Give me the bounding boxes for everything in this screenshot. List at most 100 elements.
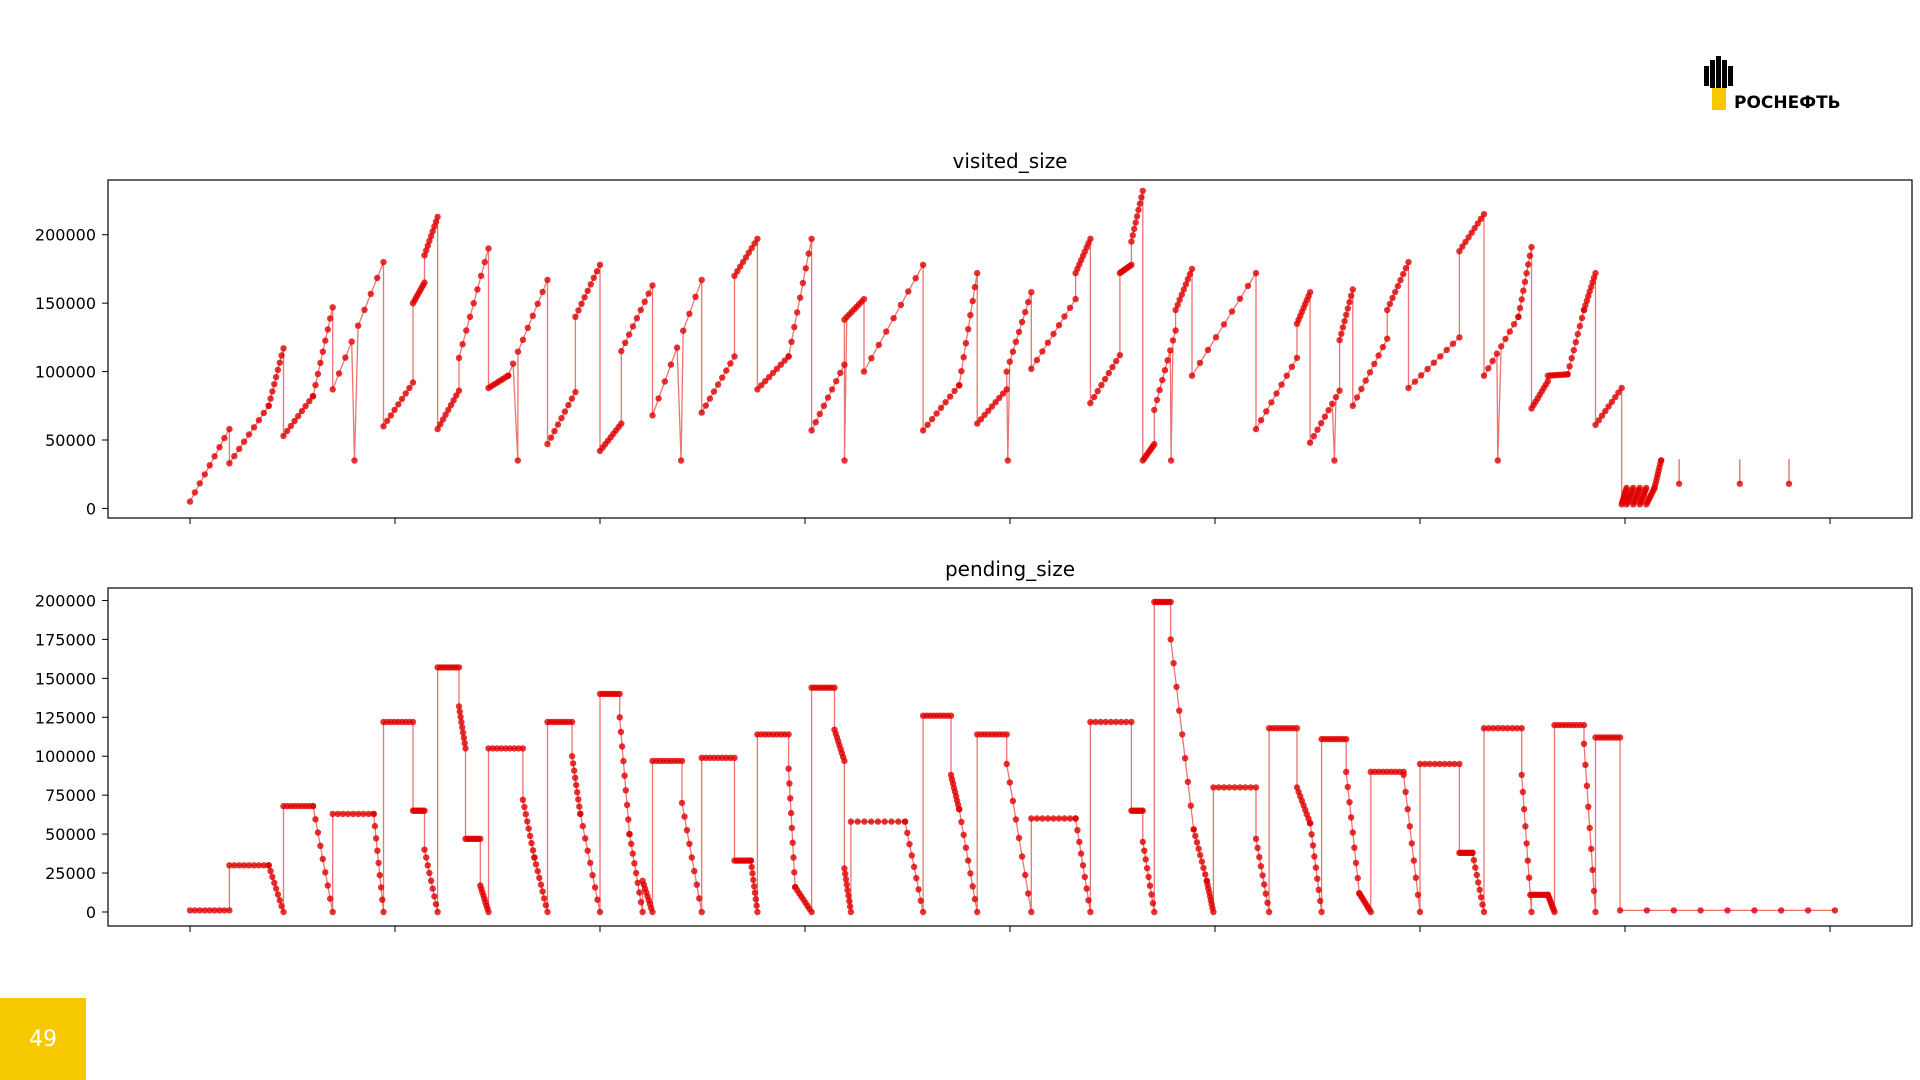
data-point bbox=[616, 690, 623, 698]
data-point bbox=[1518, 296, 1525, 303]
data-point bbox=[312, 381, 319, 389]
data-point bbox=[427, 877, 435, 884]
data-point bbox=[913, 874, 920, 882]
data-point bbox=[322, 337, 329, 344]
data-point bbox=[524, 324, 531, 331]
data-point bbox=[906, 841, 913, 848]
data-point bbox=[965, 326, 972, 333]
data-point bbox=[329, 304, 336, 311]
data-point bbox=[1159, 376, 1166, 384]
data-point bbox=[1513, 725, 1521, 732]
data-point bbox=[1331, 457, 1338, 464]
data-point bbox=[1657, 457, 1665, 464]
data-point bbox=[908, 852, 915, 859]
data-point bbox=[1128, 238, 1135, 245]
y-tick-label: 25000 bbox=[45, 864, 96, 883]
data-point bbox=[1347, 292, 1355, 299]
data-point bbox=[534, 300, 541, 307]
data-point bbox=[828, 386, 836, 393]
data-point bbox=[842, 870, 849, 877]
data-point bbox=[1367, 908, 1375, 916]
data-point bbox=[649, 908, 656, 916]
data-point bbox=[1471, 224, 1478, 232]
data-point bbox=[1751, 907, 1758, 914]
data-point bbox=[1317, 897, 1324, 905]
data-point bbox=[1318, 420, 1325, 427]
data-point bbox=[1135, 206, 1142, 214]
data-point bbox=[702, 402, 709, 409]
data-point bbox=[1050, 815, 1057, 822]
data-point bbox=[370, 810, 377, 818]
data-point bbox=[847, 818, 855, 825]
data-point bbox=[1785, 480, 1793, 487]
data-point bbox=[737, 263, 744, 270]
data-point bbox=[1675, 480, 1683, 487]
data-point bbox=[1329, 400, 1336, 407]
data-point bbox=[329, 908, 336, 916]
data-point bbox=[1314, 875, 1321, 882]
data-point bbox=[910, 863, 918, 870]
data-point bbox=[1343, 311, 1350, 318]
data-point bbox=[1520, 287, 1527, 294]
data-point bbox=[434, 213, 441, 221]
data-point bbox=[406, 384, 413, 392]
data-point bbox=[1256, 853, 1263, 861]
data-point bbox=[888, 818, 895, 825]
data-point bbox=[1592, 269, 1599, 277]
data-point bbox=[329, 386, 336, 393]
data-point bbox=[1092, 718, 1099, 726]
data-point bbox=[1411, 378, 1419, 385]
data-point bbox=[529, 312, 536, 319]
data-point bbox=[1210, 908, 1217, 916]
data-point bbox=[692, 293, 699, 300]
data-point bbox=[1489, 357, 1496, 365]
data-point bbox=[427, 232, 435, 240]
data-point bbox=[1616, 907, 1624, 914]
data-point bbox=[831, 684, 838, 691]
data-point bbox=[429, 228, 436, 235]
data-point bbox=[432, 901, 440, 908]
data-point bbox=[351, 457, 358, 464]
data-point bbox=[1465, 234, 1472, 241]
data-point bbox=[1190, 826, 1197, 833]
data-point bbox=[380, 423, 387, 430]
data-point bbox=[1341, 317, 1348, 325]
data-point bbox=[680, 327, 687, 334]
data-point bbox=[1318, 908, 1325, 916]
y-tick-label: 150000 bbox=[35, 669, 96, 688]
data-point bbox=[875, 341, 882, 349]
data-point bbox=[539, 288, 546, 296]
data-point bbox=[631, 860, 638, 867]
data-point bbox=[841, 361, 848, 368]
data-point bbox=[201, 907, 208, 914]
data-point bbox=[841, 457, 848, 464]
data-point bbox=[216, 907, 223, 914]
data-point bbox=[453, 392, 460, 399]
data-point bbox=[376, 872, 383, 879]
data-point bbox=[785, 353, 792, 360]
data-point bbox=[276, 359, 283, 366]
data-point bbox=[937, 404, 945, 411]
data-point bbox=[1490, 725, 1497, 732]
data-point bbox=[525, 825, 532, 832]
data-point bbox=[1346, 298, 1353, 306]
data-point bbox=[1257, 863, 1265, 870]
data-point bbox=[1494, 457, 1502, 464]
data-point bbox=[1524, 857, 1532, 864]
data-point bbox=[250, 862, 258, 869]
data-point bbox=[637, 306, 644, 314]
data-point bbox=[456, 708, 463, 715]
rosneft-logo: РОСНЕФТЬ bbox=[1704, 56, 1841, 113]
data-point bbox=[437, 421, 444, 428]
data-point bbox=[1184, 276, 1192, 283]
data-point bbox=[785, 765, 792, 772]
data-point bbox=[1618, 384, 1625, 392]
y-tick-label: 0 bbox=[86, 903, 96, 922]
data-point bbox=[734, 268, 741, 275]
data-point bbox=[1516, 304, 1524, 312]
data-point bbox=[796, 294, 804, 301]
data-point bbox=[1172, 306, 1179, 314]
data-point bbox=[1349, 286, 1357, 293]
data-point bbox=[1220, 321, 1228, 328]
data-point bbox=[1018, 318, 1026, 326]
